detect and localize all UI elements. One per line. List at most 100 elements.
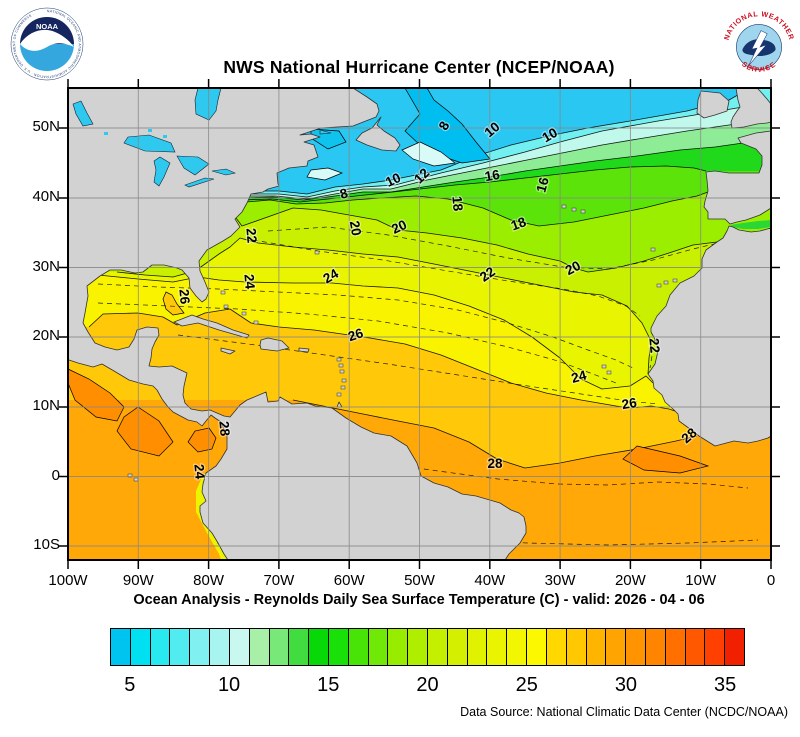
land-ireland [696,90,730,119]
colorbar-legend [110,628,745,666]
isotherm-16 [68,165,707,203]
land-americas [67,87,527,561]
lon-axis-label-50W: 50W [404,572,435,589]
noaa-logo-text: NOAA [36,22,59,31]
dashed-isotherm-0 [267,226,719,270]
colorbar-segment [487,629,508,665]
colorbar-segment [685,629,706,665]
island-dot [656,283,662,288]
lake-0 [123,134,176,153]
data-source-note: Data Source: National Climatic Data Cent… [460,705,788,719]
colorbar-segment [229,629,250,665]
colorbar-segment [428,629,448,665]
island-dot [571,207,577,212]
island-dot [663,280,669,285]
lon-axis-label-10W: 10W [685,572,717,589]
colorbar-segment [705,629,726,665]
patch-alboran-sea [730,220,771,229]
map-frame [67,87,772,561]
colorbar-segment [447,629,468,665]
lon-axis-label-100W: 100W [48,572,88,589]
colorbar-segment [586,629,607,665]
colorbar-segment [289,629,310,665]
lake-dot [163,135,167,138]
lon-axis-label-60W: 60W [333,572,365,589]
lake-4 [211,168,236,176]
lake-2 [176,155,210,176]
colorbar-segment [408,629,428,665]
colorbar-tick-label-20: 20 [416,674,439,696]
contour-label-16: 16 [484,167,502,184]
noaa-seagull-icon [20,29,74,51]
colorbar-segment [309,629,329,665]
contour-label-18: 18 [449,195,465,212]
patch-grand-banks-pale [401,141,456,167]
island-dot [340,385,346,390]
lat-axis-label-40N: 40N [32,188,60,205]
lake-7 [319,129,332,135]
contour-label-28: 28 [487,456,503,471]
island-dot [601,364,607,369]
lat-axis-label-10N: 10N [32,397,60,414]
island-dot [253,320,259,325]
lon-axis-label-80W: 80W [193,572,225,589]
lon-axis-label-40W: 40W [474,572,506,589]
contour-label-16: 16 [533,175,552,194]
patch-scotian-shelf-pale [306,167,343,181]
colorbar-segment [328,629,349,665]
colorbar-segment [665,629,686,665]
island-dot [338,363,344,368]
contour-label-18: 18 [509,214,529,233]
colorbar-segment [150,629,171,665]
lon-axis-label-30W: 30W [544,572,576,589]
colorbar-tick-label-30: 30 [614,674,638,696]
colorbar-segment [210,629,230,665]
colorbar-segment [249,629,270,665]
lake-1 [153,156,171,187]
lake-3 [184,177,215,188]
map-subtitle: Ocean Analysis - Reynolds Daily Sea Surf… [133,592,705,608]
colorbar-tick-label-15: 15 [317,674,340,696]
island-dot [580,209,586,214]
dashed-isotherm-3 [97,302,617,384]
lon-axis-label-90W: 90W [122,572,154,589]
noaa-logo: NATIONAL OCEANIC AND ATMOSPHERIC ADMINIS… [10,7,84,81]
nws-stars-icon: ★ ★ ★ ★ [747,64,771,73]
island-dot [314,250,320,255]
island-dot [606,370,612,375]
colorbar-segment [190,629,211,665]
page-title: NWS National Hurricane Center (NCEP/NOAA… [223,57,615,77]
contour-label-24: 24 [191,463,207,480]
colorbar-tick-label-5: 5 [124,674,136,696]
island-dot [672,278,678,283]
contour-label-28: 28 [216,420,232,437]
colorbar-segment [546,629,567,665]
colorbar-segment [566,629,587,665]
island-dot [133,477,139,482]
land-jamaica [220,347,236,355]
colorbar-segment [507,629,528,665]
lon-axis-label-70W: 70W [263,572,295,589]
colorbar-segment [348,629,369,665]
lake-6 [194,87,222,121]
isotherm-14 [68,139,772,201]
colorbar-segment [130,629,151,665]
contour-label-20: 20 [347,220,364,237]
colorbar-tick-label-10: 10 [217,674,241,696]
colorbar-tick-label-35: 35 [714,674,737,696]
isotherm-10 [68,103,772,198]
contour-label-26: 26 [346,325,365,344]
lat-axis-label-50N: 50N [32,118,60,135]
contour-label-20: 20 [389,217,409,237]
lake-dot [148,129,152,132]
patch-pacific-warm-central [116,406,174,457]
colorbar-segment [645,629,666,665]
land-africa [647,225,772,447]
land-great-britain [730,87,772,129]
contour-label-10: 10 [383,170,403,190]
land-newfoundland [355,116,401,152]
island-dot [339,369,345,374]
contour-label-26: 26 [621,395,639,412]
colorbar-segment [111,629,131,665]
